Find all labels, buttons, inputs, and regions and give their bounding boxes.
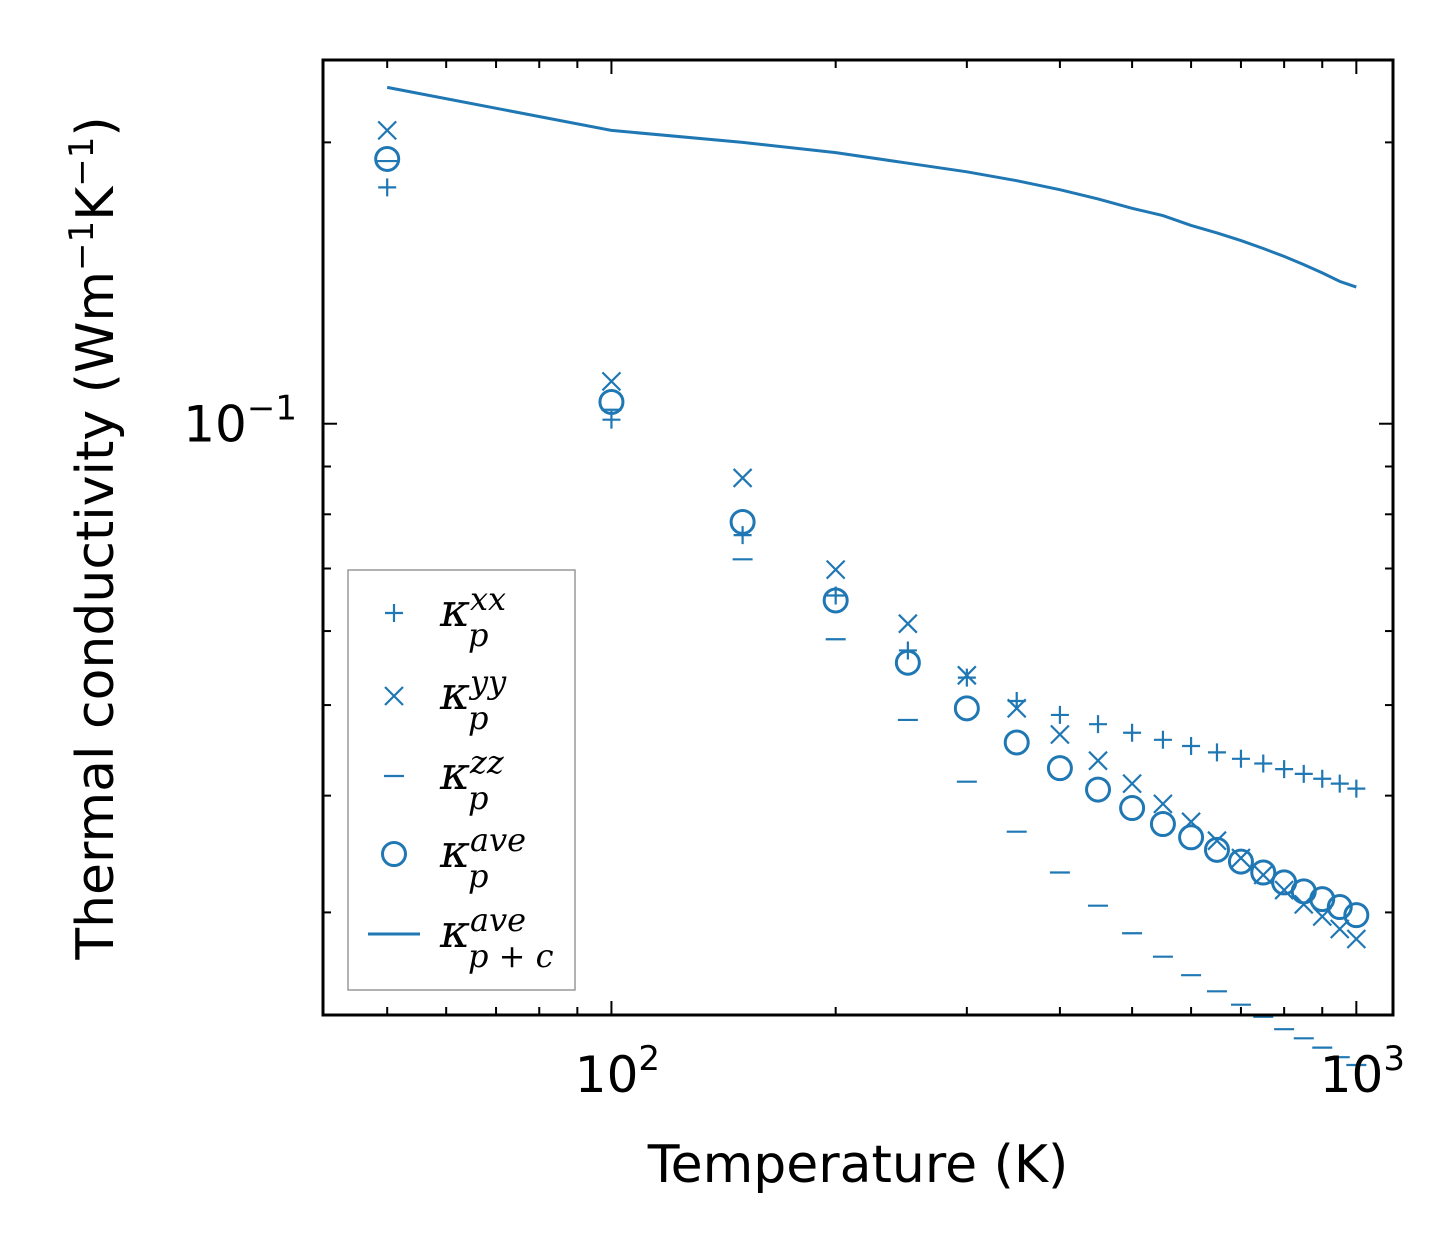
point-kappa_p_ave — [1003, 729, 1030, 756]
point-kappa_p_xx — [1123, 723, 1142, 742]
point-kappa_p_xx — [1182, 737, 1201, 756]
x-tick-label: 102 — [575, 1039, 660, 1104]
x-axis-label: Temperature (K) — [647, 1135, 1069, 1195]
series-kappa_pc_ave — [386, 85, 1357, 289]
y-tick-labels: 10−1 — [183, 389, 297, 454]
point-kappa_p_ave — [1119, 795, 1146, 822]
point-kappa_p_ave — [1178, 824, 1205, 851]
x-tick-label: 103 — [1320, 1039, 1405, 1104]
point-kappa_p_ave — [822, 587, 849, 614]
series-kappa_p_zz — [377, 159, 1367, 1067]
point-kappa_p_ave — [1203, 836, 1230, 863]
y-axis-label: Thermal conductivity (Wm−1K−1) — [62, 116, 126, 960]
point-kappa_p_xx — [1254, 754, 1273, 773]
legend-label-sup: ave — [470, 821, 526, 859]
point-kappa_p_xx — [1275, 760, 1294, 779]
point-kappa_p_yy — [1274, 880, 1294, 900]
series-kappa_p_yy — [377, 120, 1367, 949]
point-kappa_p_yy — [1153, 794, 1173, 814]
point-kappa_p_xx — [378, 178, 397, 197]
legend-label-sub: p — [468, 616, 488, 654]
point-kappa_p_xx — [957, 668, 976, 687]
point-kappa_p_ave — [1343, 902, 1370, 929]
legend-label-base: κ — [439, 746, 470, 800]
point-kappa_p_xx — [1313, 769, 1332, 788]
legend-entry-kappa_p_yy: κ yyp — [384, 663, 507, 737]
plot-frame — [321, 58, 1395, 1017]
legend-box — [347, 569, 576, 991]
point-kappa_p_ave — [1250, 859, 1277, 886]
point-kappa_p_ave — [953, 695, 980, 722]
legend-marker-circle — [381, 841, 407, 867]
legend-label-sup: ave — [470, 901, 526, 939]
legend-label-sup: yy — [468, 663, 507, 701]
point-kappa_p_yy — [1329, 919, 1350, 939]
point-kappa_p_yy — [1088, 750, 1108, 771]
point-kappa_p_ave — [1085, 776, 1112, 803]
point-kappa_p_xx — [1050, 705, 1069, 724]
point-kappa_p_xx — [1153, 730, 1172, 749]
legend-label-sub: p — [468, 857, 488, 895]
point-kappa_p_ave — [1046, 755, 1073, 782]
legend-label-base: κ — [439, 824, 470, 878]
legend-label-sup: zz — [469, 743, 505, 781]
point-kappa_p_ave — [894, 649, 921, 676]
legend-label-base: κ — [439, 904, 470, 958]
legend-label-base: κ — [439, 666, 470, 720]
y-tick-label: 10−1 — [183, 389, 297, 454]
legend-label-sup: xx — [470, 580, 506, 618]
point-kappa_p_yy — [377, 120, 397, 141]
major-ticks — [323, 60, 1393, 1015]
point-kappa_p_yy — [1346, 929, 1367, 949]
legend-marker-plus — [385, 604, 403, 622]
point-kappa_p_yy — [825, 559, 846, 580]
point-kappa_p_ave — [374, 145, 401, 172]
point-kappa_p_ave — [1227, 848, 1254, 875]
point-kappa_p_xx — [1089, 715, 1108, 734]
legend-entry-kappa_p_zz: κ zzp — [384, 743, 505, 817]
point-kappa_p_xx — [1231, 749, 1250, 768]
point-kappa_p_yy — [1122, 773, 1142, 794]
point-kappa_p_xx — [1330, 774, 1349, 793]
point-kappa_p_ave — [729, 508, 756, 535]
legend-label-sub: p — [468, 779, 488, 817]
point-kappa_p_yy — [1050, 724, 1070, 745]
point-kappa_p_yy — [732, 468, 753, 488]
point-kappa_p_xx — [1207, 743, 1226, 762]
legend-label-sub: p + c — [468, 937, 554, 975]
line-kappa_pc_ave — [386, 85, 1357, 289]
point-kappa_p_xx — [1294, 764, 1313, 783]
plot-series — [374, 85, 1370, 1067]
point-kappa_p_xx — [1347, 779, 1366, 798]
legend-label-base: κ — [439, 583, 470, 637]
point-kappa_p_yy — [898, 613, 918, 634]
point-kappa_p_yy — [957, 665, 977, 686]
point-kappa_p_ave — [1309, 886, 1336, 913]
point-kappa_p_ave — [1149, 811, 1176, 838]
point-kappa_p_ave — [598, 388, 625, 415]
x-tick-labels: 102 103 — [575, 1039, 1405, 1104]
legend-label-sub: p — [468, 699, 488, 737]
legend-entry-kappa_p_xx: κ xxp — [385, 580, 506, 654]
legend-marker-cross — [384, 686, 404, 706]
point-kappa_p_ave — [1326, 894, 1353, 921]
point-kappa_p_yy — [601, 371, 622, 392]
point-kappa_p_yy — [1006, 698, 1027, 719]
point-kappa_p_xx — [733, 526, 752, 545]
series-kappa_p_ave — [374, 145, 1370, 929]
point-kappa_p_yy — [1207, 830, 1227, 851]
